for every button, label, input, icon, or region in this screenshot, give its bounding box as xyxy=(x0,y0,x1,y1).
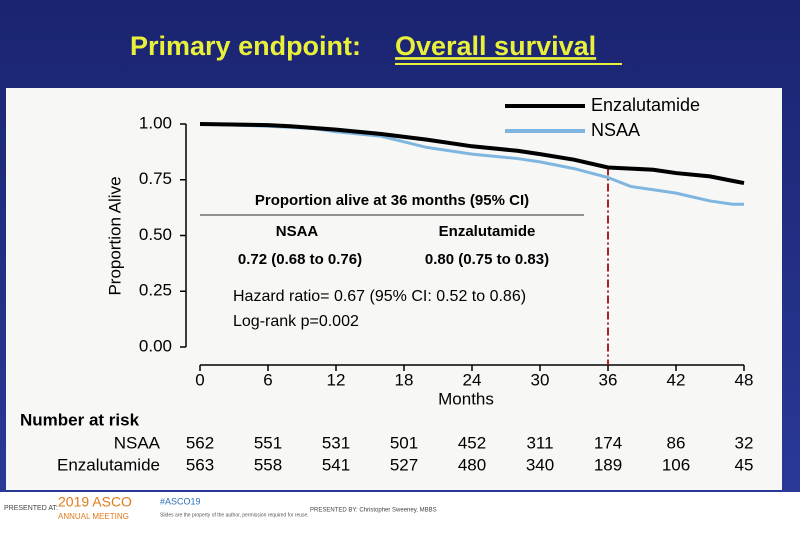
risk-value: 340 xyxy=(526,455,554,474)
x-tick-label: 48 xyxy=(735,370,754,389)
risk-value: 452 xyxy=(458,433,486,452)
risk-value: 311 xyxy=(526,433,553,452)
x-tick-label: 30 xyxy=(531,370,550,389)
y-tick-label: 1.00 xyxy=(139,113,172,132)
panel xyxy=(6,88,782,490)
x-tick-label: 18 xyxy=(395,370,414,389)
annotation-col: Enzalutamide xyxy=(439,223,536,240)
risk-value: 32 xyxy=(735,433,754,452)
risk-value: 562 xyxy=(186,433,214,452)
risk-value: 106 xyxy=(662,455,690,474)
x-tick-label: 36 xyxy=(599,370,618,389)
footer-presented-by: PRESENTED BY: Christopher Sweeney, MBBS xyxy=(310,508,437,514)
x-tick-label: 24 xyxy=(463,370,482,389)
risk-value: 527 xyxy=(390,455,418,474)
x-tick-label: 12 xyxy=(327,370,346,389)
risk-value: 86 xyxy=(667,433,686,452)
footer-meeting: 2019 ASCO xyxy=(58,494,132,510)
risk-value: 541 xyxy=(322,455,350,474)
footer-note: Slides are the property of the author, p… xyxy=(160,512,309,518)
y-axis-label: Proportion Alive xyxy=(105,176,124,295)
footer-hashtag: #ASCO19 xyxy=(160,496,201,506)
y-tick-label: 0.50 xyxy=(139,225,172,244)
x-tick-label: 42 xyxy=(667,370,686,389)
footer-bar xyxy=(0,492,800,528)
risk-value: 558 xyxy=(254,455,282,474)
risk-value: 45 xyxy=(735,455,754,474)
risk-value: 563 xyxy=(186,455,214,474)
y-tick-label: 0.25 xyxy=(139,281,172,300)
risk-value: 551 xyxy=(254,433,282,452)
annotation-col: NSAA xyxy=(276,223,319,240)
risk-row-name: NSAA xyxy=(114,433,161,452)
survival-curve xyxy=(199,122,745,186)
legend-label: NSAA xyxy=(591,120,640,140)
footer-meeting-sub: ANNUAL MEETING xyxy=(58,512,129,521)
x-tick-label: 6 xyxy=(263,370,272,389)
x-axis-label: Months xyxy=(438,389,494,408)
title: Primary endpoint: xyxy=(130,31,361,61)
risk-value: 174 xyxy=(594,433,622,452)
y-tick-label: 0.00 xyxy=(139,336,172,355)
risk-value: 501 xyxy=(390,433,418,452)
risk-value: 189 xyxy=(594,455,622,474)
risk-title: Number at risk xyxy=(20,410,140,429)
risk-value: 480 xyxy=(458,455,486,474)
annotation-p: Log-rank p=0.002 xyxy=(233,313,359,330)
risk-value: 531 xyxy=(322,433,350,452)
annotation-hr: Hazard ratio= 0.67 (95% CI: 0.52 to 0.86… xyxy=(233,288,526,305)
annotation-value: 0.80 (0.75 to 0.83) xyxy=(425,251,549,268)
y-tick-label: 0.75 xyxy=(139,169,172,188)
annotation-title: Proportion alive at 36 months (95% CI) xyxy=(255,192,529,209)
risk-row-name: Enzalutamide xyxy=(57,455,160,474)
footer-presented-at: PRESENTED AT: xyxy=(4,505,58,512)
legend-label: Enzalutamide xyxy=(591,95,700,115)
x-tick-label: 0 xyxy=(195,370,204,389)
annotation-value: 0.72 (0.68 to 0.76) xyxy=(238,251,362,268)
title-emphasis: Overall survival xyxy=(395,31,596,61)
